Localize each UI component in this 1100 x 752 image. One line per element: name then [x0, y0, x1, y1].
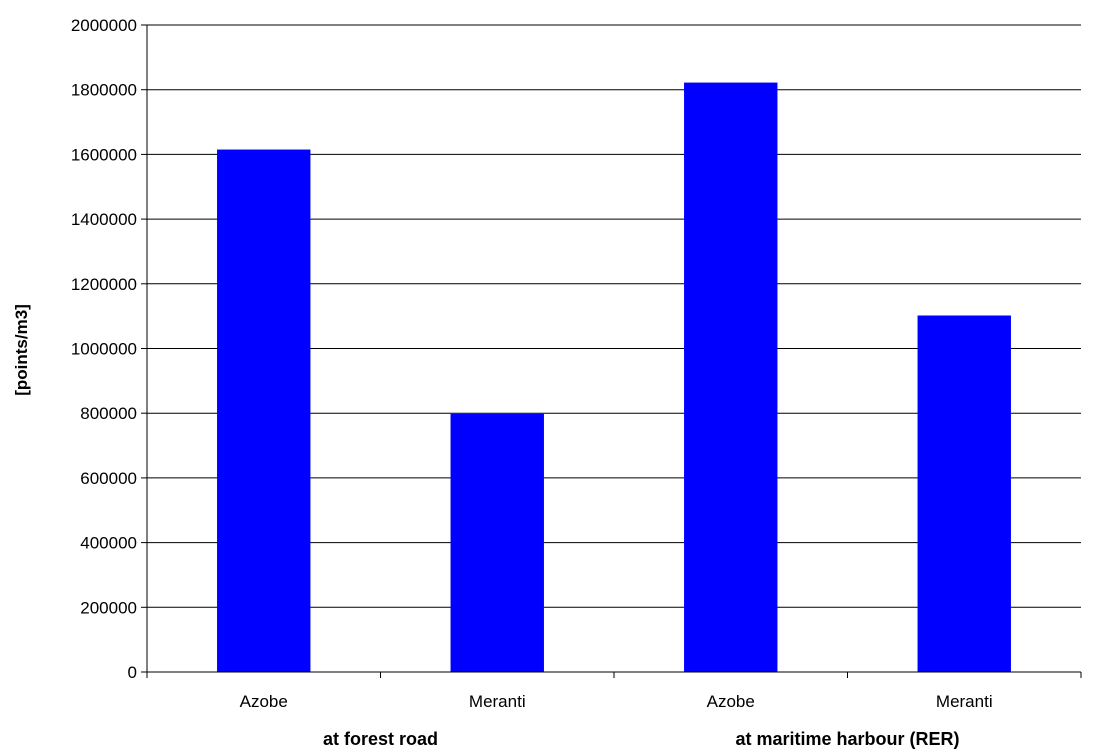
x-tick-labels: Azobe Meranti Azobe Meranti [146, 672, 1082, 711]
bar [217, 149, 311, 673]
y-axis-title: [points/m3] [12, 304, 31, 396]
x-tick-label: Azobe [240, 692, 288, 711]
y-tick-label: 1400000 [71, 210, 137, 229]
y-tick-label: 200000 [80, 598, 137, 617]
y-tick-label: 400000 [80, 534, 137, 553]
y-tick-label: 1000000 [71, 340, 137, 359]
x-tick-label: Azobe [707, 692, 755, 711]
x-tick-label: Meranti [936, 692, 993, 711]
bar [917, 315, 1011, 672]
bar [450, 413, 544, 672]
y-tick-label: 600000 [80, 469, 137, 488]
bar [684, 82, 778, 672]
y-tick-label: 1200000 [71, 275, 137, 294]
group-label: at maritime harbour (RER) [735, 729, 959, 749]
y-tick-label: 1600000 [71, 145, 137, 164]
y-tick-label: 800000 [80, 404, 137, 423]
y-tick-label: 1800000 [71, 81, 137, 100]
bars [217, 82, 1011, 673]
x-tick-label: Meranti [469, 692, 526, 711]
group-labels: at forest road at maritime harbour (RER) [323, 729, 960, 749]
group-label: at forest road [323, 729, 438, 749]
y-tick-labels: 0 200000 400000 600000 800000 1000000 1200000 1… [71, 16, 147, 682]
y-tick-label: 0 [128, 663, 137, 682]
y-tick-label: 2000000 [71, 16, 137, 35]
